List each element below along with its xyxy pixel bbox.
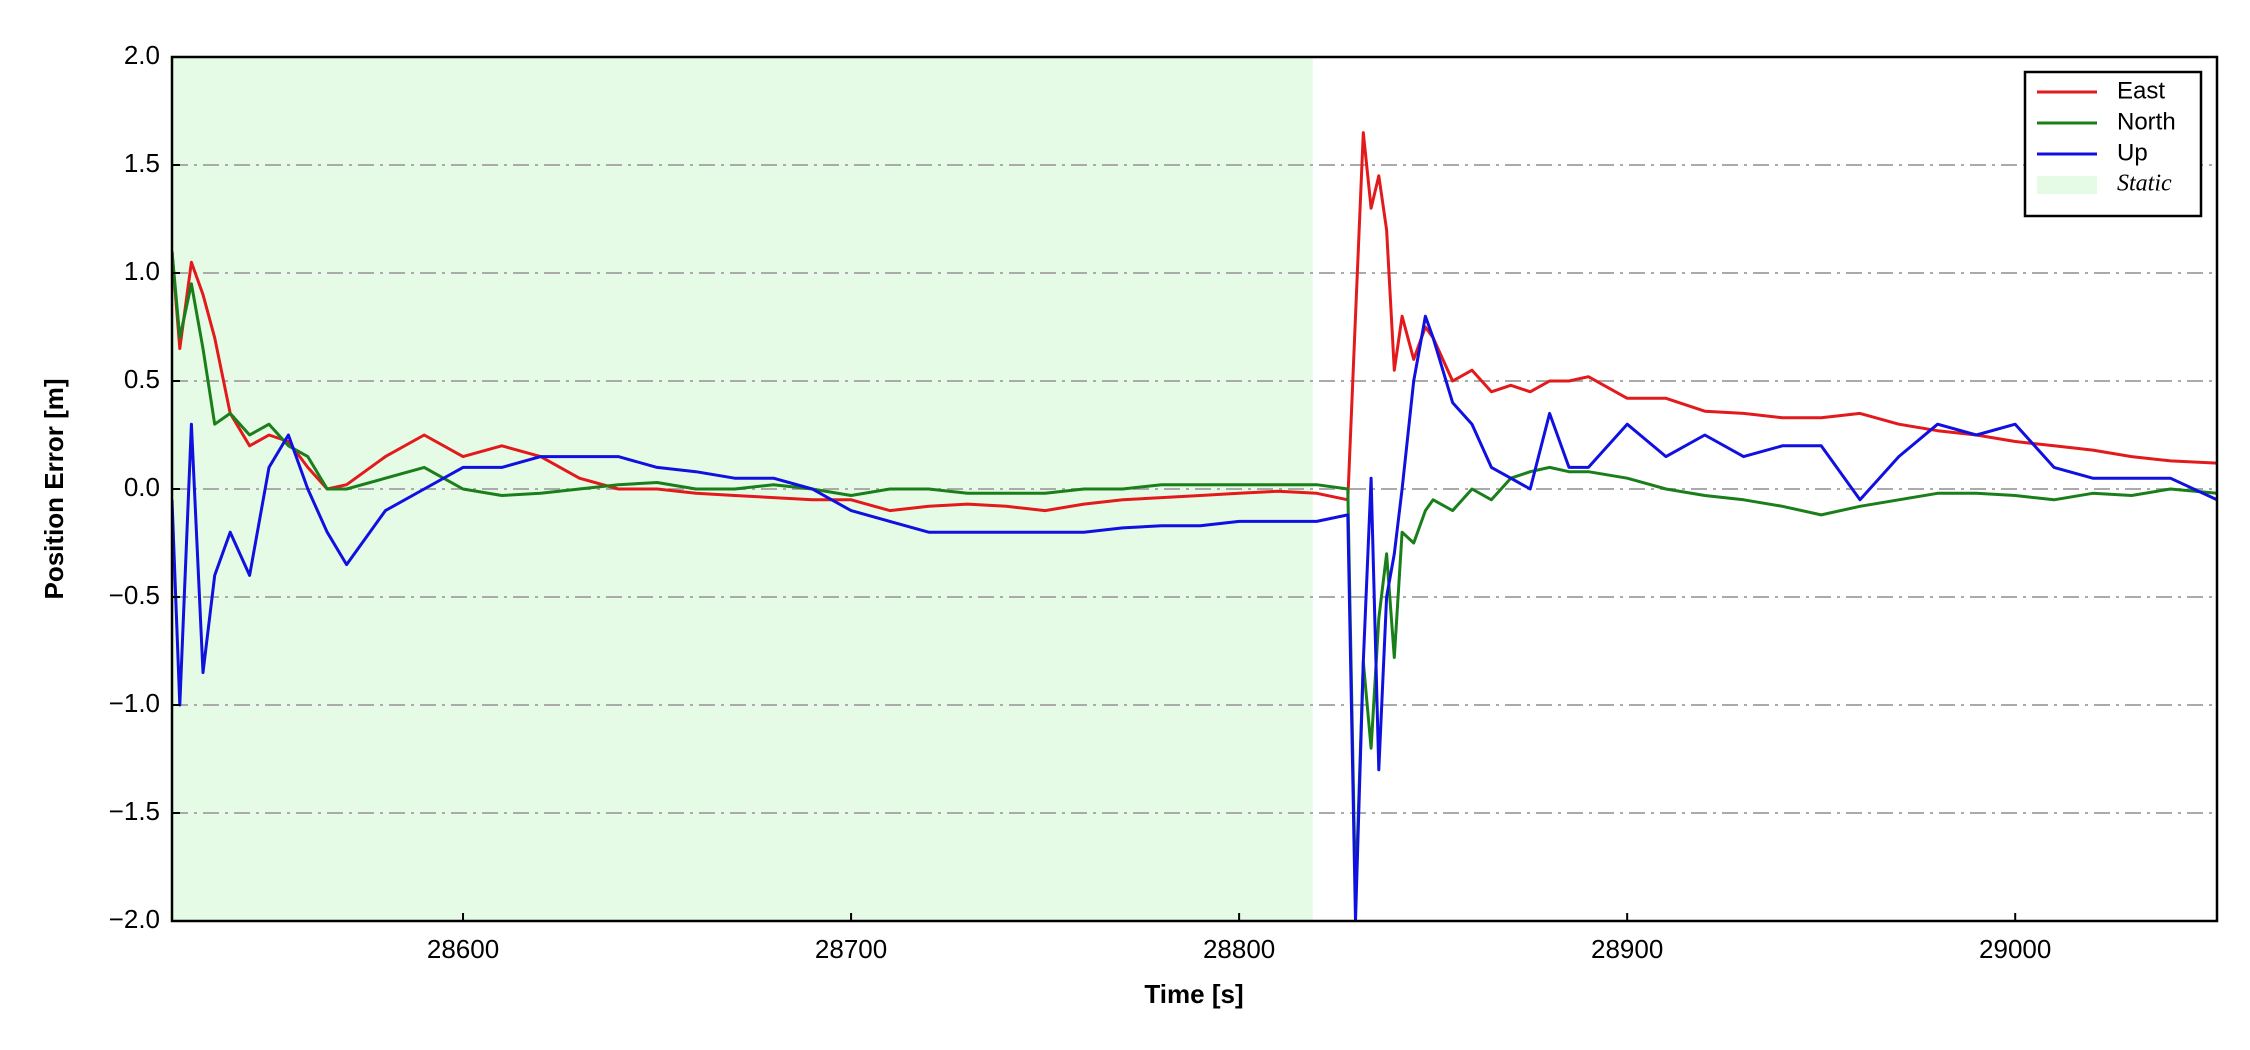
series-line <box>172 131 2217 513</box>
y-tick-label: −2.0 <box>109 904 160 934</box>
y-tick-label: 0.5 <box>124 364 160 394</box>
series-line <box>172 314 2217 921</box>
legend: East North Up Static <box>2023 70 2203 218</box>
x-tick-label: 29000 <box>1979 934 2051 964</box>
x-tick-label: 28700 <box>815 934 887 964</box>
legend-swatch <box>2037 176 2097 194</box>
y-tick-label: −1.5 <box>109 796 160 826</box>
y-tick-label: −1.0 <box>109 688 160 718</box>
series-line <box>172 251 2217 901</box>
legend-label: Static <box>2117 171 2172 197</box>
lines <box>172 131 2217 921</box>
x-axis-label: Time [s] <box>1144 979 1243 1009</box>
y-tick-label: 2.0 <box>124 40 160 70</box>
y-tick-label: 1.0 <box>124 256 160 286</box>
y-tick-label: −0.5 <box>109 580 160 610</box>
legend-box <box>2023 70 2203 218</box>
x-tick-label: 28600 <box>427 934 499 964</box>
y-axis-label: Position Error [m] <box>39 378 69 599</box>
legend-label: Up <box>2117 139 2148 166</box>
legend-label: North <box>2117 108 2176 135</box>
axes: −2.0 −1.5 −1.0 −0.5 0.0 0.5 1.0 1.5 2.0 28600 2870… <box>109 40 2052 964</box>
y-tick-label: 0.0 <box>124 472 160 502</box>
legend-label: East <box>2117 77 2165 104</box>
x-tick-label: 28900 <box>1591 934 1663 964</box>
y-tick-label: 1.5 <box>124 148 160 178</box>
x-tick-label: 28800 <box>1203 934 1275 964</box>
